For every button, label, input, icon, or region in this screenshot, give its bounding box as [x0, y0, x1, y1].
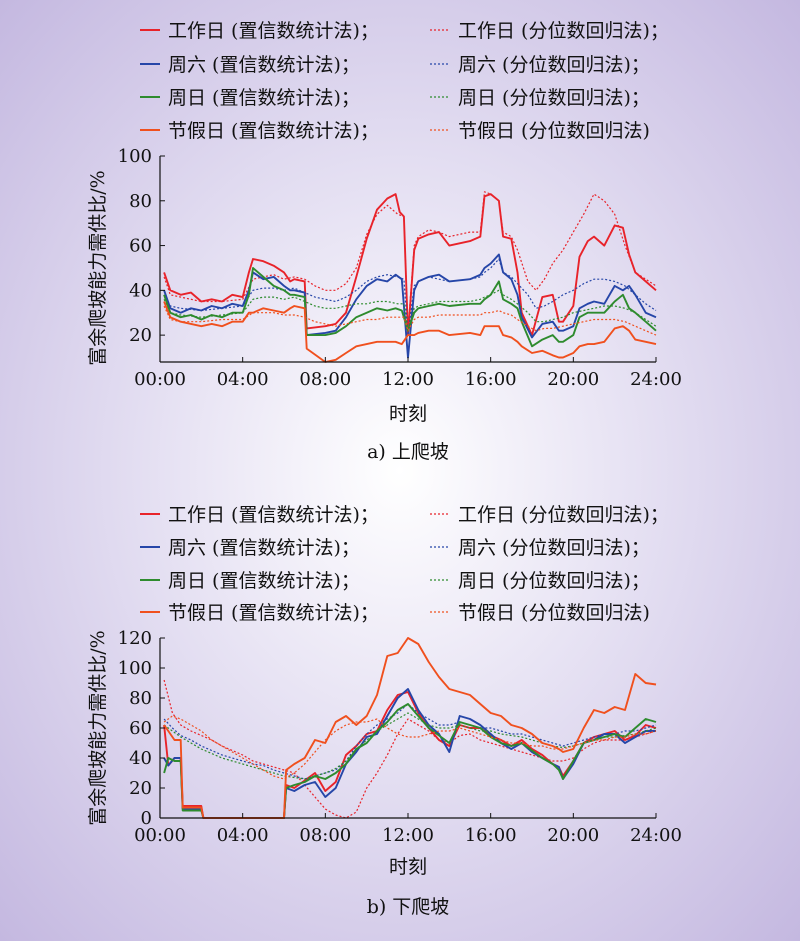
legend-a-label-7: 节假日 (分位数回归法): [458, 120, 650, 142]
chart-a-x-tick-label: 08:00: [299, 369, 351, 390]
chart-b-x-tick-label: 16:00: [465, 825, 517, 846]
chart-b-caption: b) 下爬坡: [367, 896, 450, 918]
chart-a-series-workday-stat: [163, 193, 657, 337]
chart-b-series-holiday-quantile: [163, 715, 657, 780]
legend-a-item-6: 节假日 (置信数统计法)；: [140, 120, 379, 142]
chart-b-series-workday-stat: [163, 691, 657, 819]
chart-b-y-tick-label: 20: [129, 778, 152, 799]
chart-a-y-tick-label: 40: [129, 280, 152, 301]
chart-b-series-sunday-stat: [163, 703, 657, 819]
legend-a-item-0: 工作日 (置信数统计法)；: [140, 20, 379, 42]
legend-b-label-0: 工作日 (置信数统计法)；: [168, 504, 379, 526]
chart-a-series-sunday-stat: [163, 267, 657, 348]
chart-b-series-holiday-stat: [163, 637, 657, 819]
chart-a-x-tick-label: 12:00: [382, 369, 434, 390]
legend-b-item-5: 周日 (分位数回归法)；: [430, 570, 650, 592]
legend-b-item-1: 工作日 (分位数回归法)；: [430, 504, 669, 526]
chart-a-y-tick-label: 20: [129, 325, 152, 346]
chart-a-xlabel: 时刻: [389, 403, 427, 425]
panel-a: 工作日 (置信数统计法)； 工作日 (分位数回归法)； 周六 (置信数统计法)；…: [87, 20, 682, 463]
legend-b-label-2: 周六 (置信数统计法)；: [168, 537, 360, 559]
legend-b-item-2: 周六 (置信数统计法)；: [140, 537, 360, 559]
panel-b: 工作日 (置信数统计法)； 工作日 (分位数回归法)； 周六 (置信数统计法)；…: [87, 504, 682, 918]
chart-b-x-tick-label: 12:00: [382, 825, 434, 846]
chart-a-ylabel: 富余爬坡能力需供比/%: [87, 170, 109, 365]
legend-b-label-4: 周日 (置信数统计法)；: [168, 570, 360, 592]
legend-b-item-4: 周日 (置信数统计法)；: [140, 570, 360, 592]
chart-b-y-tick-label: 80: [129, 688, 152, 709]
chart-a-y-tick-label: 80: [129, 191, 152, 212]
chart-b-plot: 0 20 40 60 80 100 120 00:00 04:00 08:00 12:00 16:00…: [118, 628, 682, 846]
legend-b-item-3: 周六 (分位数回归法)；: [430, 537, 650, 559]
legend-b-item-0: 工作日 (置信数统计法)；: [140, 504, 379, 526]
legend-b: 工作日 (置信数统计法)； 工作日 (分位数回归法)； 周六 (置信数统计法)；…: [140, 504, 669, 624]
chart-b-series-workday-quantile: [163, 679, 657, 819]
chart-a-caption: a) 上爬坡: [367, 441, 449, 463]
chart-b-xlabel: 时刻: [389, 856, 427, 878]
chart-a-x-tick-label: 20:00: [547, 369, 599, 390]
legend-a-label-5: 周日 (分位数回归法)；: [458, 87, 650, 109]
legend-a-label-4: 周日 (置信数统计法)；: [168, 87, 360, 109]
legend-b-label-7: 节假日 (分位数回归法): [458, 602, 650, 624]
chart-b-y-tick-label: 60: [129, 718, 152, 739]
chart-b-ylabel: 富余爬坡能力需供比/%: [87, 630, 109, 825]
legend-b-label-5: 周日 (分位数回归法)；: [458, 570, 650, 592]
chart-a-series-workday-quantile: [163, 191, 657, 332]
legend-a-label-2: 周六 (置信数统计法)；: [168, 54, 360, 76]
chart-a-x-tick-label: 04:00: [217, 369, 269, 390]
legend-a-item-2: 周六 (置信数统计法)；: [140, 54, 360, 76]
legend-b-label-3: 周六 (分位数回归法)；: [458, 537, 650, 559]
legend-b-label-6: 节假日 (置信数统计法)；: [168, 602, 379, 624]
chart-b-x-tick-label: 04:00: [217, 825, 269, 846]
legend-b-item-7: 节假日 (分位数回归法): [430, 602, 650, 624]
chart-b-x-tick-label: 00:00: [134, 825, 186, 846]
chart-a-y-tick-label: 60: [129, 236, 152, 257]
chart-a-y-tick-label: 100: [118, 146, 152, 167]
chart-a-series-holiday-stat: [163, 301, 657, 363]
legend-b-item-6: 节假日 (置信数统计法)；: [140, 602, 379, 624]
legend-a-item-3: 周六 (分位数回归法)；: [430, 54, 650, 76]
legend-a-item-1: 工作日 (分位数回归法)；: [430, 20, 669, 42]
chart-b-y-tick-label: 100: [118, 658, 152, 679]
chart-b-series-saturday-quantile: [163, 703, 657, 780]
legend-a-label-6: 节假日 (置信数统计法)；: [168, 120, 379, 142]
chart-b-y-tick-label: 120: [118, 628, 152, 649]
legend-a-item-7: 节假日 (分位数回归法): [430, 120, 650, 142]
chart-a-x-tick-label: 16:00: [465, 369, 517, 390]
legend-a-label-3: 周六 (分位数回归法)；: [458, 54, 650, 76]
chart-a-x-tick-label: 24:00: [630, 369, 682, 390]
chart-a-plot: 20 40 60 80 100 00:00 04:00 08:00 12:00 16:00 20:0…: [118, 146, 682, 390]
legend-a: 工作日 (置信数统计法)； 工作日 (分位数回归法)； 周六 (置信数统计法)；…: [140, 20, 669, 142]
legend-a-item-5: 周日 (分位数回归法)；: [430, 87, 650, 109]
chart-b-x-tick-label: 24:00: [630, 825, 682, 846]
chart-b-y-tick-label: 40: [129, 748, 152, 769]
chart-a-x-tick-label: 00:00: [134, 369, 186, 390]
legend-a-label-1: 工作日 (分位数回归法)；: [458, 20, 669, 42]
legend-a-item-4: 周日 (置信数统计法)；: [140, 87, 360, 109]
chart-a-series-holiday-quantile: [163, 305, 657, 336]
legend-b-label-1: 工作日 (分位数回归法)；: [458, 504, 669, 526]
chart-b-x-tick-label: 08:00: [299, 825, 351, 846]
chart-b-y-tick-label: 0: [141, 808, 152, 829]
chart-b-x-tick-label: 20:00: [547, 825, 599, 846]
legend-a-label-0: 工作日 (置信数统计法)；: [168, 20, 379, 42]
